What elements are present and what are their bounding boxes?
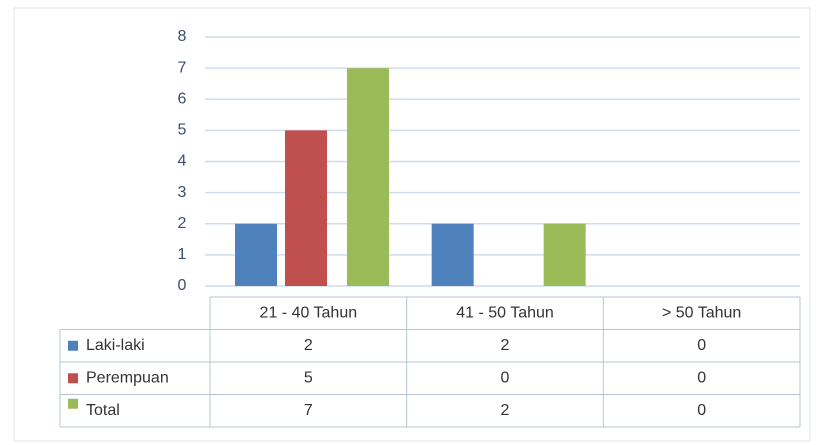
table-value: 0 (501, 369, 510, 386)
y-tick-label: 5 (178, 122, 187, 139)
table-value: 2 (501, 337, 510, 354)
table-value: 0 (697, 402, 706, 419)
bar (431, 223, 474, 286)
table-value: 0 (697, 369, 706, 386)
y-tick-label: 7 (178, 59, 187, 76)
bar (543, 223, 586, 286)
x-tick-label: 41 - 50 Tahun (456, 304, 554, 321)
y-tick-label: 6 (178, 90, 187, 107)
legend-label: Total (86, 402, 120, 419)
legend-label: Perempuan (86, 369, 169, 386)
legend-label: Laki-laki (86, 337, 145, 354)
table-value: 5 (304, 369, 313, 386)
table-value: 7 (304, 402, 313, 419)
y-tick-label: 2 (178, 215, 187, 232)
y-tick-label: 1 (178, 246, 187, 263)
bar (285, 130, 327, 286)
y-tick-label: 8 (178, 28, 187, 45)
legend-swatch (68, 373, 78, 384)
table-value: 2 (304, 337, 313, 354)
x-tick-label: > 50 Tahun (662, 304, 741, 321)
table-value: 0 (697, 337, 706, 354)
table-value: 2 (501, 402, 510, 419)
bar (235, 223, 277, 286)
legend-swatch (68, 398, 78, 409)
x-tick-label: 21 - 40 Tahun (260, 304, 358, 321)
bar (347, 68, 389, 286)
legend-swatch (68, 340, 78, 351)
y-tick-label: 0 (178, 277, 187, 294)
y-tick-label: 4 (178, 153, 187, 170)
y-tick-label: 3 (178, 184, 187, 201)
